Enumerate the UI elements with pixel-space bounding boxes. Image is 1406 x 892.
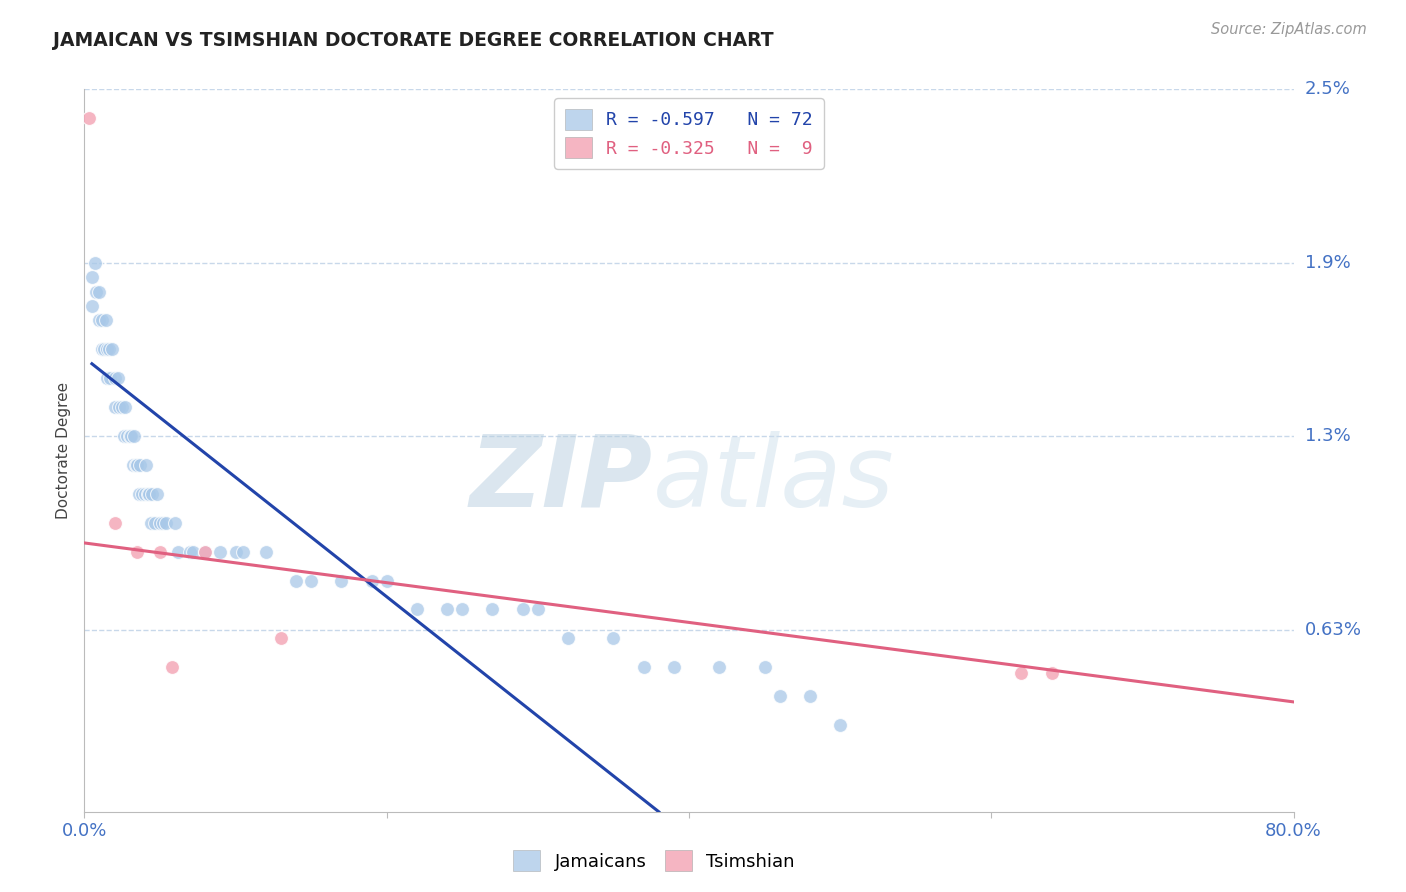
Point bbox=[131, 487, 153, 501]
Point bbox=[270, 632, 292, 646]
Point bbox=[127, 458, 149, 472]
Point bbox=[194, 544, 217, 558]
Point bbox=[225, 544, 247, 558]
Point bbox=[141, 487, 163, 501]
Point bbox=[155, 516, 177, 530]
Point bbox=[194, 544, 217, 558]
Point bbox=[80, 299, 103, 313]
Text: 1.9%: 1.9% bbox=[1305, 253, 1350, 271]
Point bbox=[181, 544, 204, 558]
Point bbox=[406, 602, 429, 616]
Text: Source: ZipAtlas.com: Source: ZipAtlas.com bbox=[1211, 22, 1367, 37]
Point bbox=[769, 689, 792, 703]
Y-axis label: Doctorate Degree: Doctorate Degree bbox=[56, 382, 72, 519]
Point bbox=[165, 516, 187, 530]
Point bbox=[152, 516, 174, 530]
Point bbox=[94, 313, 117, 327]
Point bbox=[830, 718, 852, 732]
Point bbox=[96, 343, 118, 357]
Point bbox=[662, 660, 685, 674]
Point bbox=[633, 660, 655, 674]
Point bbox=[145, 516, 167, 530]
Point bbox=[330, 574, 353, 588]
Point bbox=[127, 544, 149, 558]
Point bbox=[512, 602, 534, 616]
Legend: R = -0.597   N = 72, R = -0.325   N =  9: R = -0.597 N = 72, R = -0.325 N = 9 bbox=[554, 98, 824, 169]
Point bbox=[754, 660, 776, 674]
Point bbox=[129, 458, 152, 472]
Point bbox=[1011, 665, 1033, 680]
Point bbox=[139, 516, 162, 530]
Point bbox=[89, 313, 111, 327]
Text: ZIP: ZIP bbox=[470, 431, 652, 528]
Point bbox=[104, 516, 127, 530]
Point bbox=[232, 544, 254, 558]
Point bbox=[96, 371, 118, 385]
Point bbox=[98, 371, 121, 385]
Point bbox=[602, 632, 624, 646]
Point bbox=[709, 660, 731, 674]
Point bbox=[451, 602, 474, 616]
Point bbox=[209, 544, 232, 558]
Point bbox=[77, 111, 100, 125]
Point bbox=[146, 487, 169, 501]
Point bbox=[135, 458, 157, 472]
Point bbox=[138, 487, 160, 501]
Text: JAMAICAN VS TSIMSHIAN DOCTORATE DEGREE CORRELATION CHART: JAMAICAN VS TSIMSHIAN DOCTORATE DEGREE C… bbox=[53, 31, 775, 50]
Point bbox=[436, 602, 458, 616]
Point bbox=[128, 487, 150, 501]
Point bbox=[121, 458, 143, 472]
Point bbox=[104, 400, 127, 414]
Point bbox=[481, 602, 503, 616]
Point bbox=[120, 429, 142, 443]
Point bbox=[86, 285, 108, 299]
Point bbox=[136, 487, 159, 501]
Point bbox=[149, 516, 172, 530]
Point bbox=[80, 270, 103, 285]
Point bbox=[254, 544, 277, 558]
Point bbox=[122, 429, 145, 443]
Point bbox=[134, 487, 156, 501]
Text: 1.3%: 1.3% bbox=[1305, 427, 1350, 445]
Point bbox=[160, 660, 183, 674]
Point bbox=[179, 544, 201, 558]
Point bbox=[114, 400, 136, 414]
Text: atlas: atlas bbox=[652, 431, 894, 528]
Point bbox=[285, 574, 308, 588]
Text: 0.63%: 0.63% bbox=[1305, 621, 1361, 639]
Point bbox=[91, 313, 114, 327]
Point bbox=[107, 371, 129, 385]
Point bbox=[100, 343, 122, 357]
Text: 2.5%: 2.5% bbox=[1305, 80, 1351, 98]
Point bbox=[360, 574, 382, 588]
Point bbox=[557, 632, 579, 646]
Point bbox=[104, 371, 127, 385]
Point bbox=[111, 400, 134, 414]
Point bbox=[375, 574, 398, 588]
Point bbox=[125, 458, 148, 472]
Point bbox=[89, 285, 111, 299]
Point bbox=[527, 602, 550, 616]
Point bbox=[112, 429, 135, 443]
Point bbox=[118, 429, 141, 443]
Point bbox=[84, 255, 107, 269]
Point bbox=[93, 343, 115, 357]
Point bbox=[799, 689, 821, 703]
Point bbox=[299, 574, 322, 588]
Point bbox=[108, 400, 131, 414]
Legend: Jamaicans, Tsimshian: Jamaicans, Tsimshian bbox=[506, 843, 801, 879]
Point bbox=[149, 544, 172, 558]
Point bbox=[167, 544, 190, 558]
Point bbox=[91, 343, 114, 357]
Point bbox=[1040, 665, 1063, 680]
Point bbox=[97, 343, 120, 357]
Point bbox=[115, 429, 138, 443]
